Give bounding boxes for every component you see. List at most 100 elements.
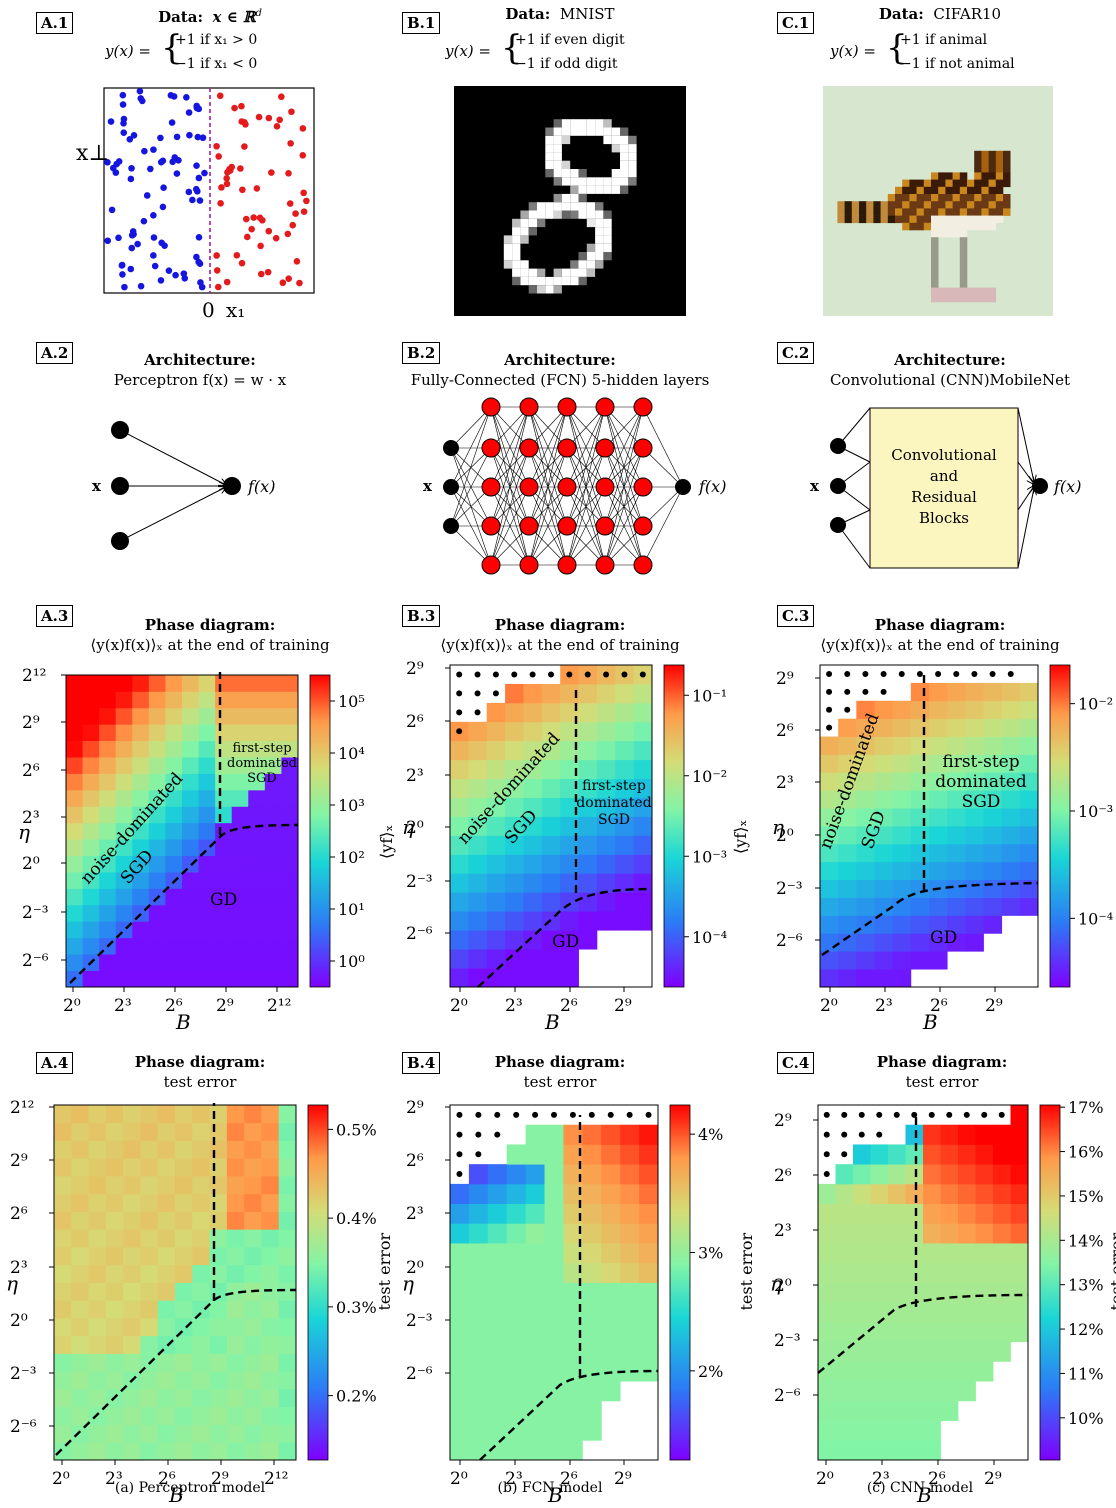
scatter-plot: x⊥ 0 x₁ xyxy=(76,87,315,322)
svg-text:2⁰: 2⁰ xyxy=(406,818,424,838)
data-point xyxy=(120,115,128,123)
data-point xyxy=(299,152,307,159)
output-label: f(x) xyxy=(698,477,726,496)
hidden-node xyxy=(595,516,615,536)
data-point xyxy=(242,121,249,128)
perceptron-diagram: x f(x) xyxy=(92,421,275,550)
hidden-node xyxy=(557,516,577,536)
data-point xyxy=(272,234,280,242)
data-point xyxy=(193,104,201,112)
input-node xyxy=(111,477,129,495)
data-point xyxy=(193,253,200,261)
panel-tag: B.1 xyxy=(402,12,441,34)
data-point xyxy=(300,189,307,197)
data-point xyxy=(128,164,135,172)
svg-text:2⁰: 2⁰ xyxy=(10,1311,28,1331)
data-point xyxy=(223,180,231,188)
svg-text:2³: 2³ xyxy=(406,766,424,786)
svg-text:2⁻³: 2⁻³ xyxy=(776,879,803,899)
data-point xyxy=(273,123,281,130)
svg-text:10⁻¹: 10⁻¹ xyxy=(692,686,727,705)
arch-title: Architecture: Fully-Connected (FCN) 5-hid… xyxy=(410,351,710,389)
svg-text:4%: 4% xyxy=(698,1125,723,1144)
svg-text:2⁹: 2⁹ xyxy=(22,713,40,733)
data-point xyxy=(285,275,292,283)
svg-text:2⁹: 2⁹ xyxy=(406,659,424,679)
svg-text:2⁶: 2⁶ xyxy=(560,1469,578,1489)
arch-title: Architecture: Perceptron f(x) = w · x xyxy=(113,351,287,389)
svg-text:10⁴: 10⁴ xyxy=(338,744,365,763)
data-point xyxy=(115,234,122,242)
svg-text:2³: 2³ xyxy=(776,773,794,793)
data-point xyxy=(170,93,178,100)
hidden-node xyxy=(481,397,501,417)
panel-tag: A.1 xyxy=(36,12,74,34)
panel-tag: A.2 xyxy=(36,342,74,364)
svg-text:10⁻²: 10⁻² xyxy=(692,767,727,786)
arch-title: Architecture: Convolutional (CNN)MobileNe… xyxy=(829,351,1071,389)
data-point xyxy=(248,225,255,233)
svg-text:2⁶: 2⁶ xyxy=(406,1151,424,1171)
data-point xyxy=(193,162,200,169)
data-point xyxy=(127,175,135,183)
svg-text:2⁹: 2⁹ xyxy=(984,1469,1002,1489)
svg-text:GD: GD xyxy=(552,932,579,952)
data-point xyxy=(293,258,301,265)
data-point xyxy=(201,169,208,177)
label-rule-pos: +1 if x₁ > 0 xyxy=(175,32,257,48)
svg-text:⟨yf⟩ₓ: ⟨yf⟩ₓ xyxy=(731,820,750,854)
heatmap-b3: 2⁹ 2⁶ 2³ 2⁰ 2⁻³ 2⁻⁶ 2⁰ 2³ 2⁶ 2⁹ η B 10⁻¹ 10⁻² 10⁻³ 10⁻⁴… xyxy=(402,659,750,1034)
hidden-node xyxy=(633,555,653,575)
axis-label-x1: x₁ xyxy=(226,298,245,322)
svg-text:y(x) =: y(x) = xyxy=(445,42,491,60)
data-point xyxy=(136,87,144,95)
svg-text:Residual: Residual xyxy=(911,488,977,506)
hidden-node xyxy=(557,477,577,497)
data-point xyxy=(253,185,261,192)
label-rule: y(x) = { +1 if x₁ > 0 −1 if x₁ < 0 xyxy=(105,28,257,72)
data-point xyxy=(214,283,222,291)
data-point xyxy=(265,227,273,235)
data-point xyxy=(147,165,154,173)
axis-label-xperp: x⊥ xyxy=(76,141,109,166)
svg-text:η: η xyxy=(402,1272,414,1296)
hidden-node xyxy=(519,438,539,458)
data-point xyxy=(120,129,128,136)
svg-text:test error: test error xyxy=(1107,1232,1116,1310)
heatmap-b4: 2⁹ 2⁶ 2³ 2⁰ 2⁻³ 2⁻⁶ 2⁰ 2³ 2⁶ 2⁹ η B 4% 3% 2% test error xyxy=(402,1098,756,1507)
svg-text:2⁶: 2⁶ xyxy=(165,996,183,1016)
svg-text:dominated: dominated xyxy=(576,795,651,811)
svg-text:2⁹: 2⁹ xyxy=(211,1469,229,1489)
hidden-node xyxy=(519,477,539,497)
svg-text:0.3%: 0.3% xyxy=(336,1298,377,1317)
svg-text:x: x xyxy=(810,477,820,495)
svg-text:16%: 16% xyxy=(1068,1143,1104,1162)
svg-text:Blocks: Blocks xyxy=(919,509,969,527)
svg-text:2⁶: 2⁶ xyxy=(560,996,578,1016)
test-title: Phase diagram: test error xyxy=(134,1053,266,1091)
data-point xyxy=(183,94,190,101)
svg-text:2⁻⁶: 2⁻⁶ xyxy=(406,1364,433,1384)
input-node xyxy=(111,421,129,439)
output-node xyxy=(1032,478,1048,494)
svg-text:η: η xyxy=(402,815,414,839)
hidden-node xyxy=(633,438,653,458)
test-title: Phase diagram: test error xyxy=(494,1053,626,1091)
svg-text:2³: 2³ xyxy=(875,996,893,1016)
data-point xyxy=(150,234,158,241)
svg-text:−1 if odd digit: −1 if odd digit xyxy=(515,56,618,72)
input-label: x xyxy=(92,477,102,495)
svg-text:2³: 2³ xyxy=(505,1469,523,1489)
data-point xyxy=(195,233,203,241)
data-point xyxy=(255,113,263,121)
hidden-node xyxy=(633,516,653,536)
svg-text:0.4%: 0.4% xyxy=(336,1209,377,1228)
colorbar xyxy=(307,1104,329,1461)
heatmap-c4: 2⁹ 2⁶ 2³ 2⁰ 2⁻³ 2⁻⁶ 2⁰ 2³ 2⁶ 2⁹ η B 17% 16% 15% 14% 13% 1… xyxy=(770,1098,1116,1507)
data-point xyxy=(278,93,285,101)
svg-text:B: B xyxy=(168,1483,184,1507)
data-point xyxy=(223,175,230,182)
data-point xyxy=(228,163,235,171)
label-rule-neg: −1 if x₁ < 0 xyxy=(175,56,257,72)
svg-text:2⁻⁶: 2⁻⁶ xyxy=(10,1417,37,1437)
